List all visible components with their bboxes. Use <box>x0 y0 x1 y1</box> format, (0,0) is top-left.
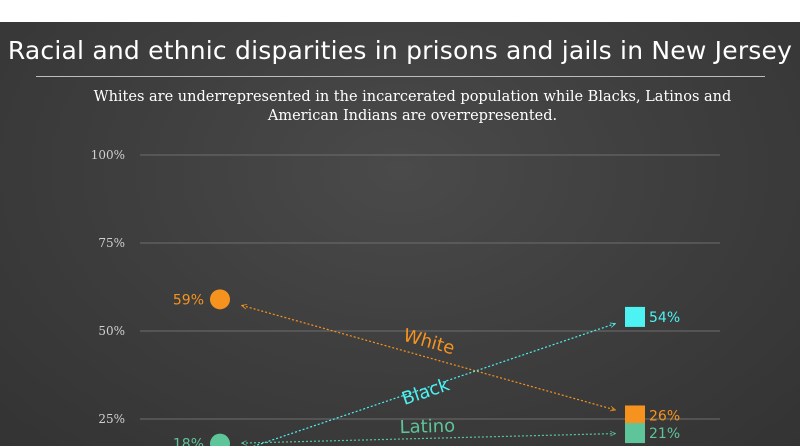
chart-panel: Racial and ethnic disparities in prisons… <box>0 22 800 446</box>
end-label-white: 26% <box>649 408 680 424</box>
slope-chart: 25% 50% 75% 100% 59% 26% White 54% Black 18% 21% L… <box>91 148 720 446</box>
start-point-latino <box>210 433 230 446</box>
chart-subtitle: Whites are underrepresented in the incar… <box>93 89 732 124</box>
chart-title: Racial and ethnic disparities in prisons… <box>7 36 793 65</box>
y-tick-label: 100% <box>91 148 125 162</box>
y-tick-label: 50% <box>98 324 125 338</box>
top-bar <box>0 0 800 22</box>
start-label-white: 59% <box>173 292 204 308</box>
marker-layer <box>210 289 645 446</box>
end-point-latino <box>625 423 645 444</box>
end-point-white <box>625 405 645 426</box>
connector-layer <box>242 305 615 446</box>
connector-black <box>242 324 615 446</box>
end-point-black <box>625 306 645 327</box>
y-tick-label: 25% <box>98 412 125 426</box>
start-point-white <box>210 289 230 310</box>
series-name-black: Black <box>399 374 452 410</box>
grid-layer: 25% 50% 75% 100% <box>91 148 720 426</box>
y-tick-label: 75% <box>98 236 125 250</box>
label-layer: 59% 26% White 54% Black 18% 21% Latino <box>173 292 680 446</box>
title-rule <box>36 76 765 77</box>
series-name-latino: Latino <box>399 416 455 438</box>
start-label-latino: 18% <box>173 437 204 446</box>
end-label-latino: 21% <box>649 426 680 442</box>
end-label-black: 54% <box>649 310 680 326</box>
series-name-white: White <box>401 325 457 359</box>
